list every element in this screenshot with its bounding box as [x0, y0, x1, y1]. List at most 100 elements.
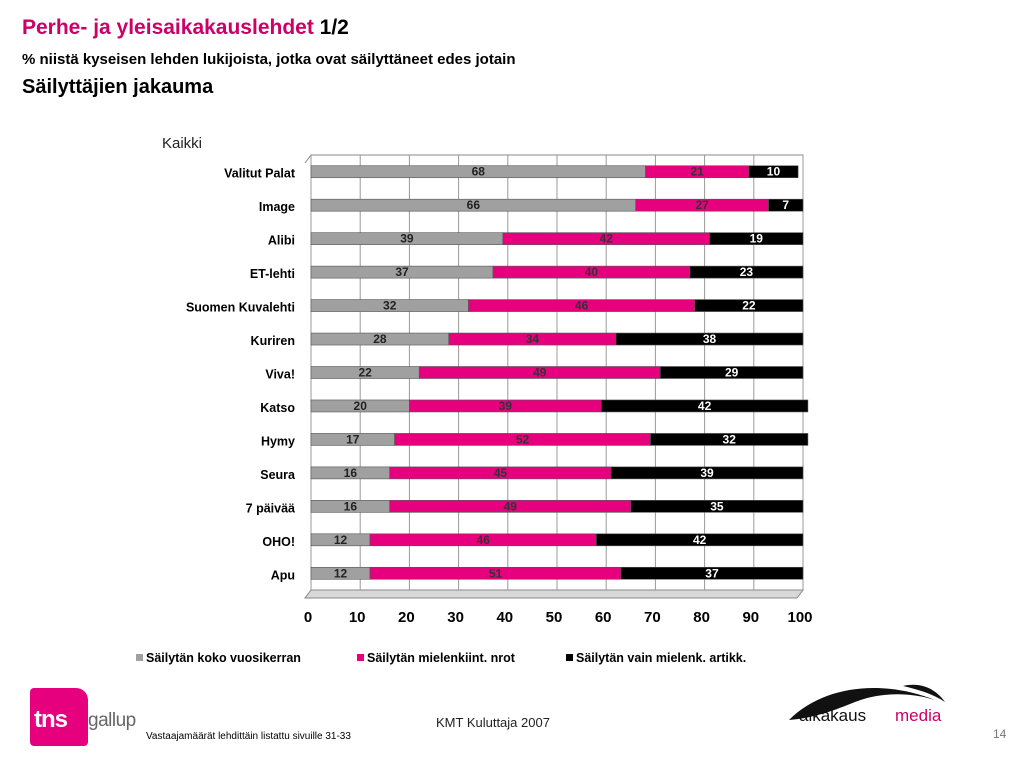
- category-label: 7 päivää: [246, 501, 295, 515]
- data-label: 37: [705, 566, 719, 580]
- category-label: Suomen Kuvalehti: [186, 301, 295, 315]
- category-label: ET-lehti: [250, 267, 295, 281]
- tns-gallup-logo: tns gallup: [30, 688, 140, 746]
- data-label: 19: [750, 232, 764, 246]
- data-label: 12: [334, 566, 348, 580]
- data-label: 28: [373, 332, 387, 346]
- bar-segment: [620, 566, 804, 580]
- bar-segment: [660, 366, 804, 379]
- data-label: 37: [395, 265, 409, 279]
- data-label: 21: [691, 165, 705, 179]
- data-label: 49: [533, 366, 547, 380]
- legend-label: Säilytän mielenkiint. nrot: [367, 651, 516, 665]
- category-label: Katso: [260, 401, 295, 415]
- data-label: 7: [782, 198, 789, 212]
- category-label: Alibi: [268, 234, 295, 248]
- data-label: 42: [600, 232, 614, 246]
- bar-segment: [694, 299, 804, 312]
- gallup-logo-text: gallup: [88, 710, 136, 731]
- data-label: 34: [526, 332, 540, 346]
- data-label: 17: [346, 432, 360, 446]
- bar-segment: [709, 232, 804, 245]
- x-tick-label: 40: [496, 609, 513, 626]
- data-label: 45: [494, 466, 508, 480]
- data-label: 20: [354, 399, 368, 413]
- x-tick-label: 20: [398, 609, 415, 626]
- category-label: Viva!: [265, 368, 295, 382]
- data-label: 32: [383, 299, 397, 313]
- x-tick-label: 90: [742, 609, 759, 626]
- page-title-page: 1/2: [319, 16, 349, 39]
- legend-swatch: [136, 654, 143, 661]
- category-label: Kuriren: [251, 334, 295, 348]
- data-label: 46: [575, 299, 589, 313]
- data-label: 46: [477, 533, 491, 547]
- data-label: 52: [516, 432, 530, 446]
- legend-swatch: [566, 654, 573, 661]
- plot-floor: [304, 589, 804, 599]
- data-label: 27: [695, 198, 709, 212]
- x-tick-label: 0: [304, 609, 312, 626]
- plot-depth-edge: [304, 154, 312, 164]
- data-label: 23: [740, 265, 754, 279]
- bar-segment: [596, 533, 804, 547]
- data-label: 40: [585, 265, 599, 279]
- tns-logo-text: tns: [34, 706, 68, 733]
- data-label: 42: [698, 399, 712, 413]
- data-label: 68: [472, 165, 486, 179]
- page-number: 14: [993, 727, 1007, 741]
- legend-swatch: [357, 654, 364, 661]
- category-label: Seura: [260, 468, 296, 482]
- bar-segment: [600, 399, 809, 413]
- data-label: 29: [725, 366, 739, 380]
- source-label: KMT Kuluttaja 2007: [436, 715, 550, 730]
- legend-label: Säilytän koko vuosikerran: [146, 651, 301, 665]
- data-label: 16: [344, 466, 358, 480]
- data-label: 10: [767, 165, 781, 179]
- page-subtitle: % niistä kyseisen lehden lukijoista, jot…: [22, 51, 516, 68]
- category-label: Hymy: [261, 434, 295, 448]
- data-label: 35: [710, 499, 724, 513]
- section-heading: Säilyttäjien jakauma: [22, 76, 214, 98]
- aikakausmedia-logo-text-1: aikakaus: [799, 706, 866, 725]
- data-label: 22: [358, 366, 372, 380]
- aikakausmedia-logo: aikakaus media: [789, 684, 945, 725]
- x-tick-label: 80: [693, 609, 710, 626]
- data-label: 16: [344, 499, 358, 513]
- tns-logo-square: [30, 688, 88, 746]
- page-title-main: Perhe- ja yleisaikakauslehdet: [22, 16, 314, 39]
- data-label: 39: [400, 232, 414, 246]
- bar-segment: [650, 433, 809, 446]
- bar-segment: [630, 500, 804, 513]
- data-label: 39: [700, 466, 714, 480]
- data-label: 22: [742, 299, 756, 313]
- aikakausmedia-logo-text-2: media: [895, 706, 942, 725]
- bar-segment: [768, 198, 804, 212]
- category-label: Valitut Palat: [224, 167, 296, 181]
- data-label: 32: [723, 432, 737, 446]
- x-tick-label: 10: [349, 609, 366, 626]
- x-tick-label: 70: [644, 609, 661, 626]
- data-label: 38: [703, 332, 717, 346]
- bar-segment: [610, 466, 804, 480]
- category-label: OHO!: [262, 535, 295, 549]
- x-tick-label: 30: [447, 609, 464, 626]
- legend-label: Säilytän vain mielenk. artikk.: [576, 651, 746, 665]
- data-label: 51: [489, 566, 503, 580]
- aikakausmedia-swoosh-small-icon: [903, 684, 945, 702]
- x-tick-label: 50: [546, 609, 563, 626]
- data-label: 42: [693, 533, 707, 547]
- footer-note: Vastaajamäärät lehdittäin listattu sivui…: [146, 731, 351, 742]
- x-tick-label: 100: [787, 609, 812, 626]
- category-label: Image: [259, 200, 295, 214]
- chart-title: Kaikki: [162, 135, 202, 152]
- data-label: 12: [334, 533, 348, 547]
- x-tick-label: 60: [595, 609, 612, 626]
- bar-segment: [615, 332, 804, 346]
- page-title: Perhe- ja yleisaikakauslehdet 1/2: [22, 16, 349, 40]
- data-label: 39: [499, 399, 513, 413]
- data-label: 66: [467, 198, 481, 212]
- bar-segment: [689, 265, 804, 279]
- category-label: Apu: [271, 568, 295, 582]
